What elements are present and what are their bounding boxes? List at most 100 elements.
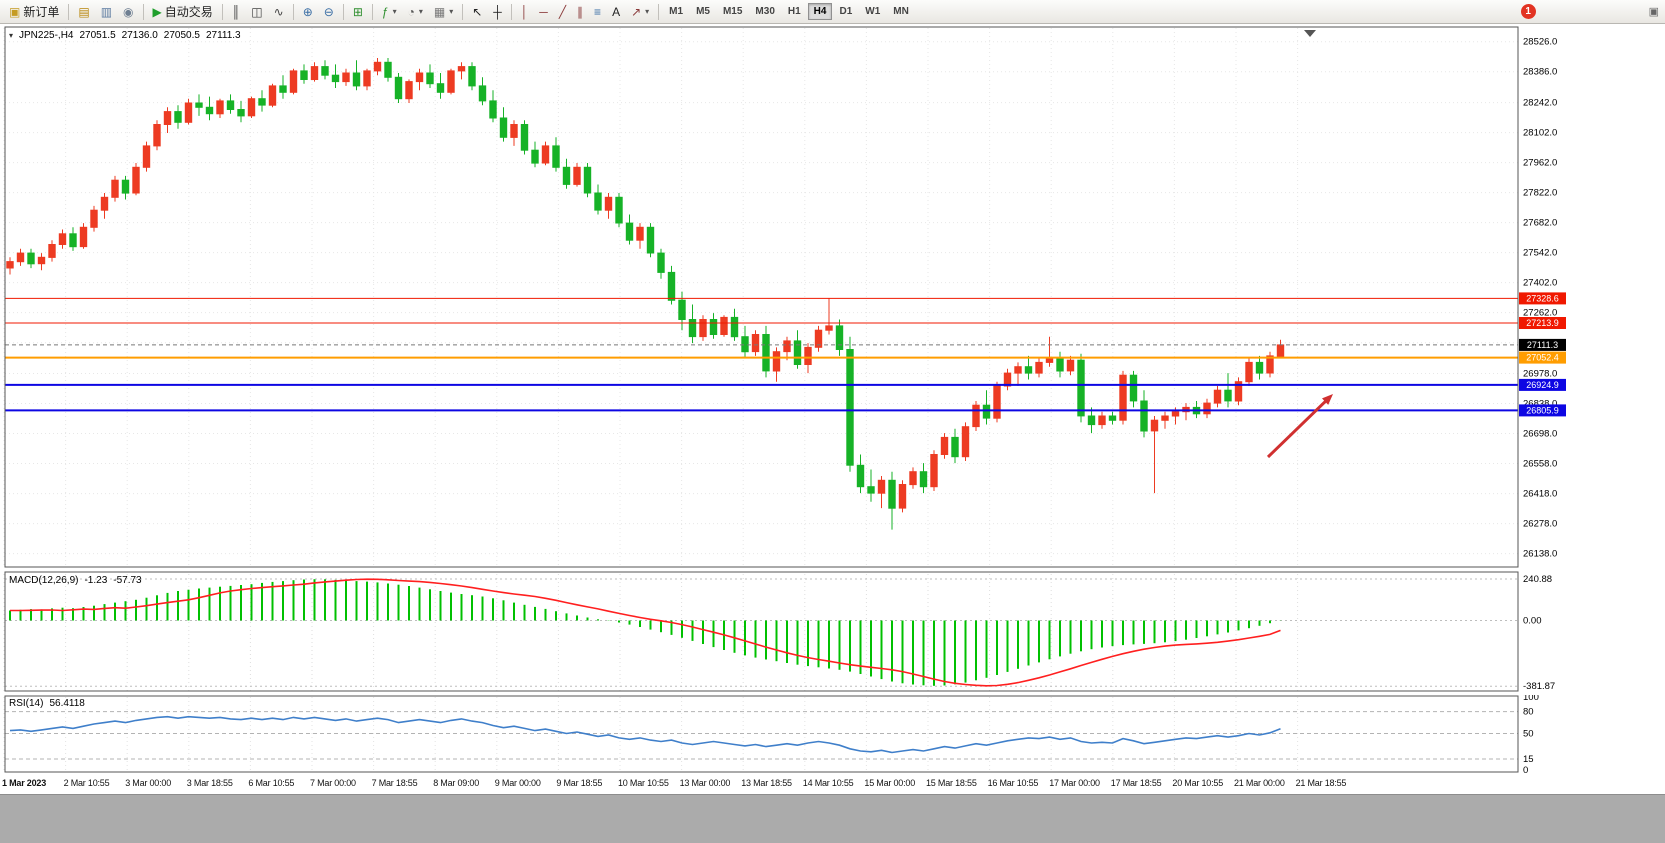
timeframe-m5[interactable]: M5 [696, 6, 710, 17]
crosshair-icon: ┼ [493, 4, 502, 19]
svg-text:27213.9: 27213.9 [1526, 318, 1559, 328]
svg-text:0: 0 [1523, 765, 1528, 774]
rsi-panel[interactable]: 100 80 50 150 [0, 695, 1665, 774]
timeframe-h1[interactable]: H1 [787, 6, 801, 17]
channel-button[interactable]: ∥ [572, 0, 588, 23]
timeframe-d1[interactable]: D1 [839, 6, 853, 17]
dropdown-caret-icon: ▾ [418, 7, 423, 16]
bar-chart-button[interactable]: ║ [227, 0, 246, 23]
svg-text:0.00: 0.00 [1523, 616, 1542, 627]
svg-text:28386.0: 28386.0 [1523, 67, 1557, 78]
time-label: 9 Mar 18:55 [556, 778, 603, 788]
time-label: 17 Mar 00:00 [1049, 778, 1100, 788]
cursor-button[interactable]: ↖ [467, 0, 487, 23]
charts-button[interactable]: ▤ [73, 0, 94, 23]
svg-text:27542.0: 27542.0 [1523, 248, 1557, 259]
autotrade-icon: ▶ [152, 4, 162, 19]
time-label: 1 Mar 2023 [2, 778, 47, 788]
macd-histogram [9, 579, 1282, 686]
ohlc-open: 27051.5 [79, 30, 116, 41]
rsi-label: RSI(14) 56.4118 [9, 698, 85, 709]
time-label: 15 Mar 18:55 [926, 778, 977, 788]
crosshair-button[interactable]: ┼ [488, 0, 507, 23]
new-order-button-label: 新订单 [23, 5, 60, 19]
toolbar-separator [292, 3, 294, 20]
macd-axis[interactable]: 240.88 0.00 -381.87 [1523, 574, 1555, 692]
time-label: 3 Mar 00:00 [125, 778, 172, 788]
timeframe-w1[interactable]: W1 [865, 6, 881, 17]
navigator-button[interactable]: ◉ [118, 0, 138, 23]
text-icon: A [612, 4, 621, 19]
rsi-axis[interactable]: 100 80 50 150 [1523, 695, 1539, 774]
time-label: 6 Mar 10:55 [248, 778, 295, 788]
toolbar-separator [371, 3, 373, 20]
time-label: 20 Mar 10:55 [1172, 778, 1224, 788]
horizontal-line-button[interactable]: ─ [534, 0, 553, 23]
plot-frame [4, 26, 1519, 568]
ohlc-close: 27111.3 [205, 30, 241, 41]
notification-badge[interactable]: 1 [1520, 4, 1536, 19]
timeframe-m1[interactable]: M1 [669, 6, 684, 17]
time-label: 8 Mar 09:00 [433, 778, 480, 788]
svg-text:27402.0: 27402.0 [1523, 278, 1557, 289]
rsi-frame [4, 695, 1519, 773]
macd-signal-value: -57.73 [113, 575, 142, 586]
autotrade-button[interactable]: ▶ 自动交易 [148, 0, 218, 23]
zoom-out-icon: ⊖ [323, 4, 334, 19]
rsi-line [9, 715, 1281, 754]
toolbar-corner-icon[interactable]: ▣ [1648, 6, 1659, 18]
indicators-icon: ƒ [381, 4, 389, 19]
timeframe-mn[interactable]: MN [893, 6, 909, 17]
horizontal-lines[interactable] [5, 297, 1518, 412]
ohlc-high: 27136.0 [121, 30, 158, 41]
line-chart-button[interactable]: ∿ [269, 0, 289, 23]
chart-collapse-icon[interactable]: ▾ [9, 31, 14, 40]
dropdown-caret-icon: ▾ [392, 7, 397, 16]
svg-text:26838.0: 26838.0 [1523, 399, 1557, 410]
chart-shift-marker[interactable] [1304, 30, 1316, 37]
svg-text:15: 15 [1523, 754, 1534, 765]
time-label: 21 Mar 00:00 [1234, 778, 1285, 788]
svg-text:26138.0: 26138.0 [1523, 549, 1557, 560]
fibonacci-button[interactable]: ≡ [589, 0, 606, 23]
trendline-button[interactable]: ╱ [554, 0, 571, 23]
toolbar-separator [658, 3, 660, 20]
tile-windows-button[interactable]: ⊞ [348, 0, 368, 23]
arrows-button[interactable]: ↗ ▾ [626, 0, 654, 23]
svg-text:28242.0: 28242.0 [1523, 98, 1557, 109]
zoom-out-button[interactable]: ⊖ [319, 0, 339, 23]
macd-value: -1.23 [84, 575, 108, 586]
main-chart[interactable]: 28526.0 28386.0 28242.0 28102.0 27962.0 27822… [0, 24, 1665, 569]
svg-text:26805.9: 26805.9 [1526, 405, 1559, 415]
charts-icon: ▤ [78, 4, 90, 19]
svg-text:26558.0: 26558.0 [1523, 459, 1557, 470]
toolbar: ▣ 新订单 ▤ ▥ ◉ ▶ 自动交易 ║ ◫ ∿ ⊕ ⊖ ⊞ ƒ ▾ ◔ ▾ ▦ ▾ ↖ ┼ │ ─ ╱ ∥ ≡ A ↗ ▾ M1 M5 M1… [0, 0, 1665, 24]
profiles-button[interactable]: ▥ [96, 0, 117, 23]
periods-button[interactable]: ◔ ▾ [403, 0, 428, 23]
price-axis[interactable]: 28526.0 28386.0 28242.0 28102.0 27962.0 27822… [1523, 37, 1557, 560]
time-label: 7 Mar 00:00 [310, 778, 356, 788]
indicators-button[interactable]: ƒ ▾ [377, 0, 402, 23]
time-axis[interactable]: 1 Mar 2023 2 Mar 10:55 3 Mar 00:00 3 Mar 18… [0, 774, 1665, 794]
svg-text:27328.6: 27328.6 [1526, 293, 1559, 303]
zoom-in-icon: ⊕ [302, 4, 313, 19]
zoom-in-button[interactable]: ⊕ [298, 0, 318, 23]
candlestick-button[interactable]: ◫ [246, 0, 267, 23]
svg-text:28526.0: 28526.0 [1523, 37, 1557, 48]
tile-windows-icon: ⊞ [352, 4, 363, 19]
macd-label: MACD(12,26,9) -1.23 -57.73 [9, 575, 142, 586]
new-order-icon: ▣ [9, 4, 21, 19]
text-button[interactable]: A [607, 0, 625, 23]
annotation-arrow[interactable] [1266, 394, 1333, 459]
macd-panel[interactable]: 240.88 0.00 -381.87 [0, 571, 1665, 693]
timeframe-m15[interactable]: M15 [722, 6, 743, 17]
ohlc-symbol-period: JPN225-,H4 [19, 30, 74, 41]
new-order-button[interactable]: ▣ 新订单 [4, 0, 64, 23]
templates-button[interactable]: ▦ ▾ [429, 0, 458, 23]
timeframe-m30[interactable]: M30 [755, 6, 775, 17]
timeframe-h4[interactable]: H4 [807, 3, 833, 20]
time-label: 21 Mar 18:55 [1295, 778, 1347, 788]
macd-frame [4, 571, 1519, 692]
vertical-line-button[interactable]: │ [516, 0, 534, 23]
